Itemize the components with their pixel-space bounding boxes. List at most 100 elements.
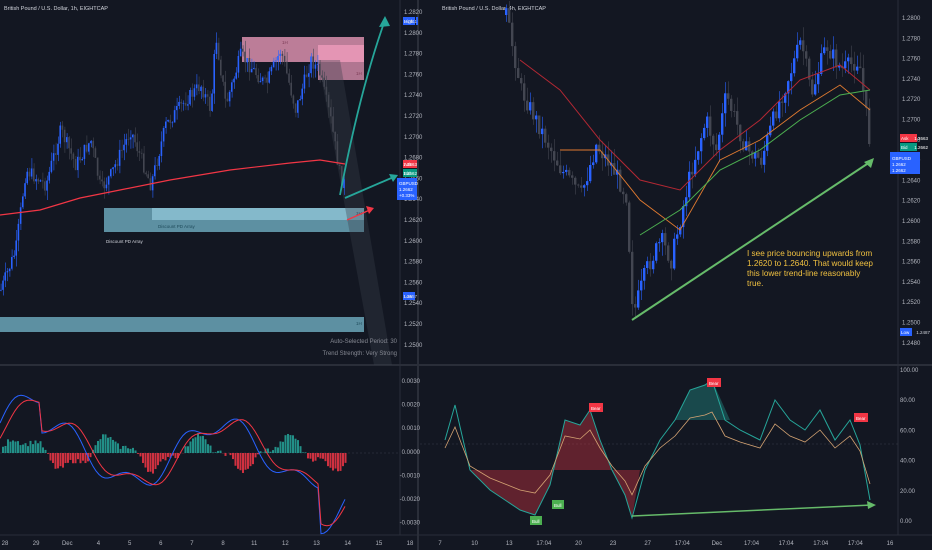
axis-tick: 1.2800: [902, 16, 921, 22]
histogram-bar: [7, 439, 9, 453]
histogram-bar: [199, 436, 202, 453]
histogram-bar: [317, 453, 319, 458]
ask-label: Ask: [404, 162, 412, 167]
histogram-bar: [192, 438, 194, 453]
histogram-bar: [284, 435, 287, 453]
right-chart-panel[interactable]: British Pound / U.S. Dollar, 4h, EIGHTCA…: [420, 1, 930, 547]
time-tick: 29: [33, 541, 40, 547]
candle: [589, 165, 592, 182]
candle: [312, 56, 314, 69]
candle: [619, 169, 622, 192]
left-osc-axis[interactable]: 0.0030 0.0020 0.0010 0.0000 -0.0010 -0.0020 -0…: [400, 379, 421, 527]
histogram-bar: [274, 446, 277, 453]
ask-value: 1.2663: [403, 162, 417, 167]
axis-tick: 1.2560: [902, 260, 921, 266]
candle: [160, 141, 163, 157]
candle: [670, 260, 673, 269]
candle: [323, 77, 325, 87]
histogram-bar: [177, 453, 179, 458]
candle: [277, 55, 279, 61]
histogram-bar: [272, 450, 274, 453]
discount-label-inner: Discount PD Array: [158, 224, 196, 229]
candle: [294, 103, 297, 113]
histogram-bar: [32, 444, 34, 453]
candle: [215, 42, 218, 54]
candle: [682, 206, 685, 228]
right-low-box: [900, 328, 912, 336]
discount-zone-inner: [152, 208, 364, 220]
histogram-bar: [289, 435, 292, 453]
candle: [736, 111, 739, 125]
candle: [44, 181, 46, 191]
premium-zone-right: [318, 45, 364, 80]
right-time-axis[interactable]: 7 10 13 17:04 20 23 27 17:04 Dec 17:04 17:04 17:04 1…: [438, 541, 894, 547]
time-tick: 18: [407, 541, 414, 547]
candle: [691, 171, 694, 175]
histogram-bar: [279, 441, 282, 453]
candle: [556, 160, 559, 166]
histogram-bar: [169, 453, 172, 458]
histogram-bar: [257, 453, 259, 455]
candle: [11, 256, 13, 269]
candle: [118, 149, 121, 166]
candle: [288, 73, 290, 83]
histogram-bar: [302, 452, 304, 453]
teal-arrow-head: [379, 16, 390, 27]
histogram-bar: [157, 453, 159, 466]
histogram-bar: [304, 452, 307, 453]
low-label: Low: [404, 294, 413, 299]
candle: [275, 60, 277, 62]
bull-tag-2: Bull: [552, 500, 564, 509]
candle: [250, 68, 253, 73]
candle: [553, 151, 556, 161]
candle: [22, 196, 24, 208]
candle: [664, 233, 667, 246]
candle: [679, 227, 682, 235]
symbol-price-box: [397, 178, 417, 200]
candle: [721, 113, 724, 135]
time-tick: 8: [221, 541, 225, 547]
candle: [231, 82, 233, 92]
axis-tick: 1.2740: [404, 93, 423, 99]
candle: [733, 110, 736, 112]
histogram-bar: [107, 437, 109, 453]
histogram-bar: [2, 446, 4, 453]
candle: [547, 142, 550, 148]
candle: [30, 168, 33, 177]
candle: [257, 75, 259, 83]
axis-tick: 1.2640: [902, 178, 921, 184]
candle: [217, 42, 220, 60]
histogram-bar: [139, 453, 142, 457]
candle: [550, 147, 553, 152]
time-tick: 12: [282, 541, 289, 547]
candle: [182, 102, 185, 104]
projection-channel: [318, 60, 392, 365]
candle: [281, 53, 284, 56]
histogram-bar: [84, 453, 87, 464]
candle: [68, 137, 70, 149]
candle: [745, 141, 748, 151]
symbol-tag: GBPUSD: [399, 181, 419, 186]
left-time-axis[interactable]: 28 29 Dec 4 5 6 7 8 11 12 13 14 15 18: [2, 541, 414, 547]
left-chart-panel[interactable]: British Pound / U.S. Dollar, 1h, EIGHTCA…: [0, 6, 423, 547]
time-tick: 23: [610, 541, 617, 547]
note-text: I see price bouncing upwards from 1.2620…: [747, 249, 873, 287]
candle: [2, 280, 4, 290]
axis-tick: 1.2640: [404, 197, 423, 203]
candle: [222, 75, 224, 82]
histogram-bar: [324, 453, 327, 462]
candle: [730, 98, 733, 111]
right-rsi-axis[interactable]: 100.00 80.00 60.00 40.00 20.00 0.00: [900, 368, 919, 525]
time-tick: 17:04: [675, 541, 691, 547]
histogram-bar: [164, 453, 167, 461]
candle: [209, 96, 211, 111]
candle: [763, 150, 766, 165]
candle: [272, 61, 275, 67]
candle: [8, 268, 11, 272]
candle: [517, 68, 520, 78]
axis-tick: 0.0020: [402, 403, 421, 409]
right-ask-box: [900, 134, 917, 142]
candle: [165, 121, 167, 128]
candle: [688, 171, 691, 198]
